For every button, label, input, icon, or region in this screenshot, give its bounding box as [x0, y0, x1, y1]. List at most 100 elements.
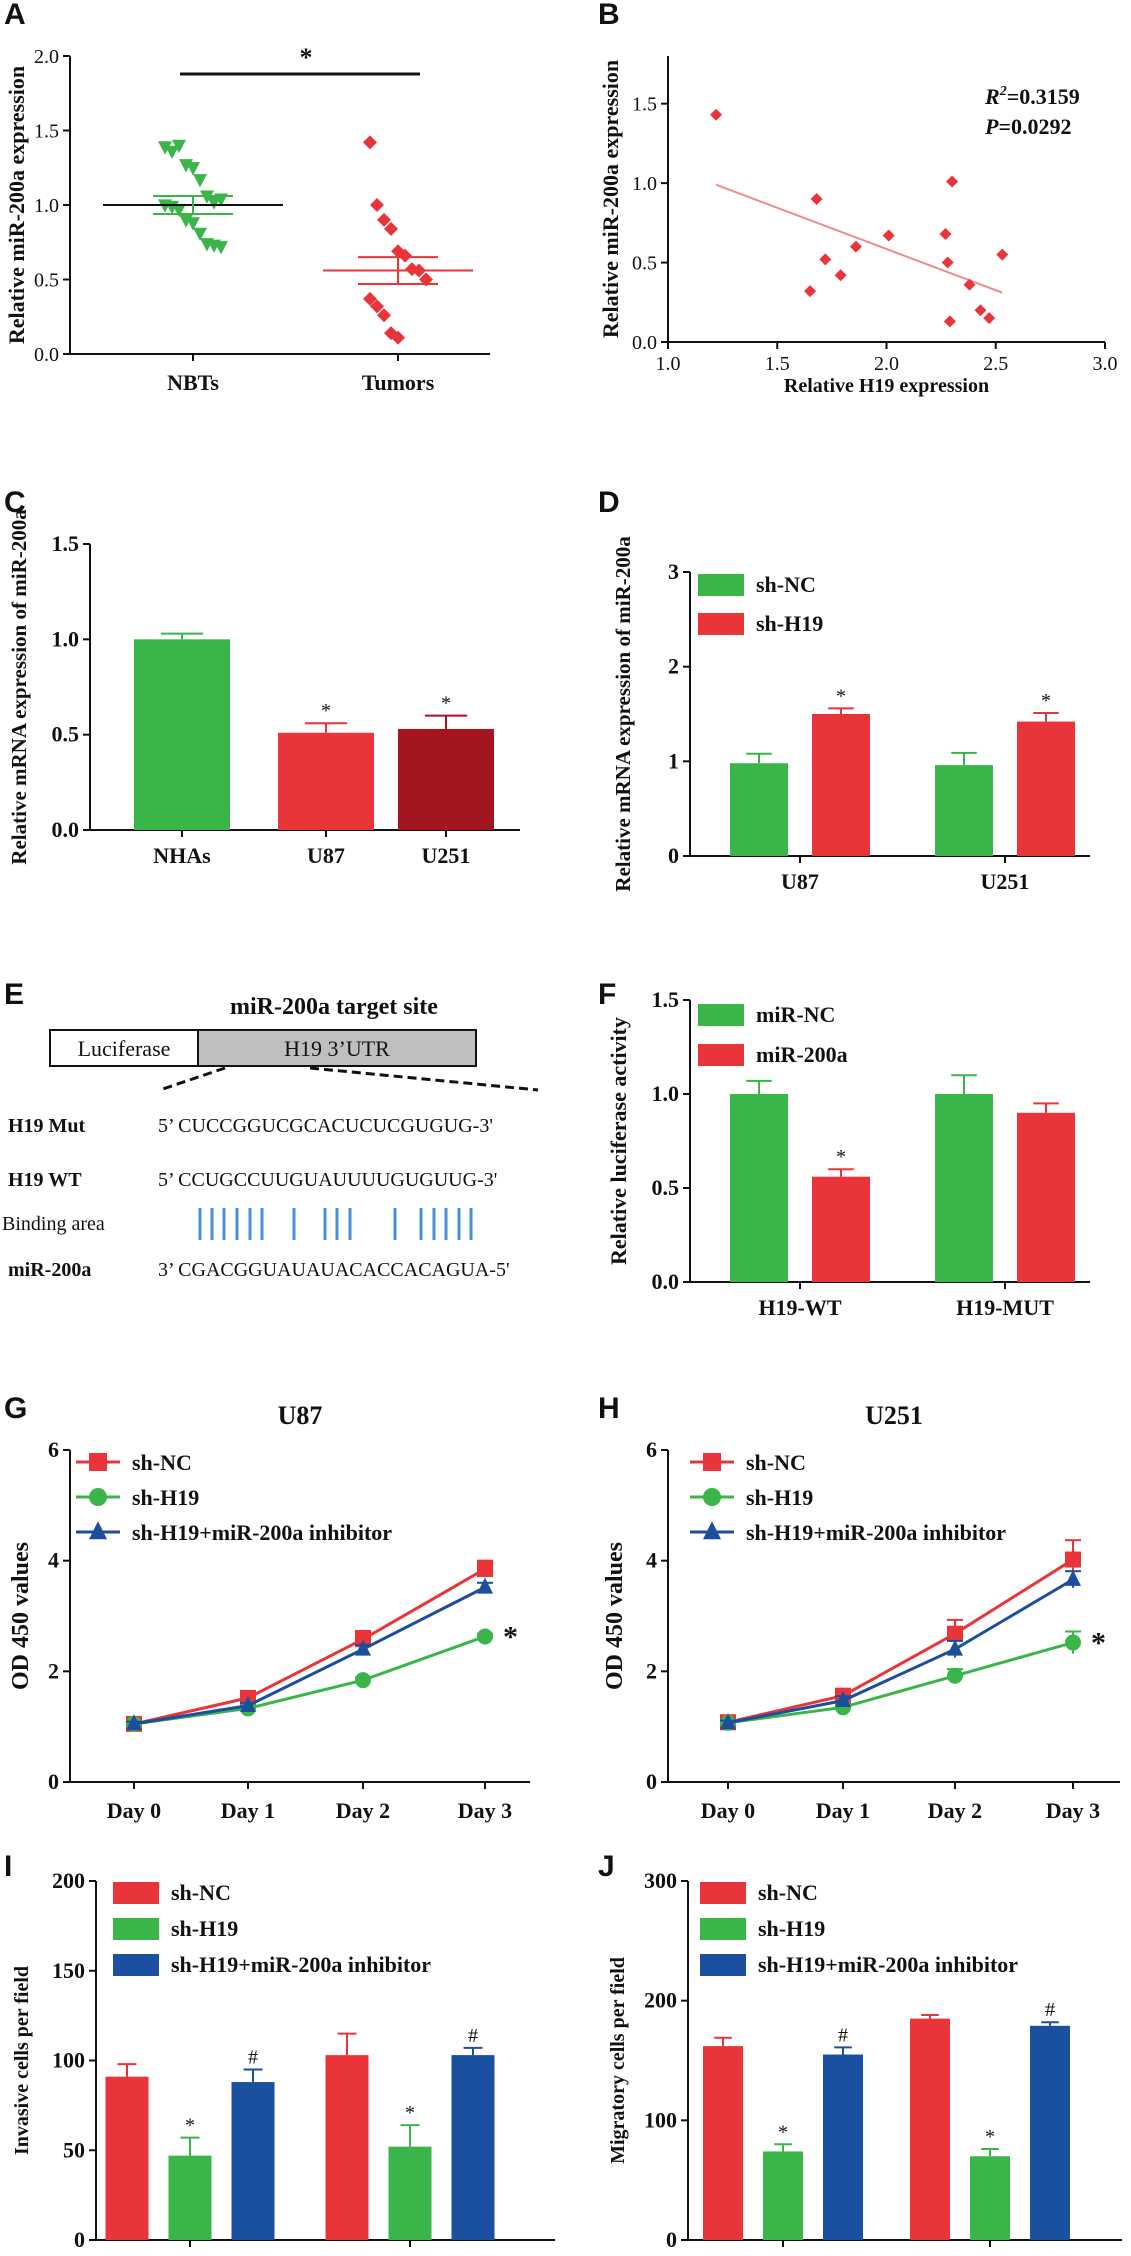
- data-point: [377, 212, 391, 227]
- data-marker: [1065, 1551, 1081, 1568]
- y-tick-label: 0.5: [34, 270, 59, 292]
- x-tick-label: U251: [981, 869, 1030, 894]
- panel-j: J 0 100 200 300 Migratory cells per field * # U8…: [598, 1850, 1122, 2256]
- significance-mark: #: [838, 2024, 848, 2046]
- data-marker: [947, 1625, 963, 1642]
- data-marker: [947, 1639, 963, 1656]
- panel-letter-a: A: [4, 0, 26, 31]
- y-tick-label: 1.5: [34, 121, 59, 143]
- panel-g: G U87 0 2 4 6 OD 450 values Day 0 Day 1 Day 2 Day …: [4, 1392, 530, 1823]
- x-tick-label: Day 0: [107, 1798, 161, 1823]
- data-marker: [720, 1713, 736, 1730]
- target-site-title: miR-200a target site: [230, 994, 438, 1020]
- panel-letter-c: C: [4, 486, 26, 519]
- data-point: [370, 299, 384, 314]
- p-value-label: P=0.0292: [984, 114, 1072, 139]
- error-bar: [828, 707, 854, 714]
- legend-label: sh-H19: [171, 1916, 238, 1941]
- data-point: [983, 312, 996, 325]
- error-bar: [746, 752, 772, 764]
- error-bar: [951, 1074, 977, 1094]
- bar: [703, 2046, 743, 2240]
- error-bar: [160, 632, 204, 640]
- significance-mark: *: [441, 693, 451, 715]
- series-line: [727, 1558, 1074, 1724]
- significance-mark: *: [1041, 690, 1051, 712]
- x-tick-label: 3.0: [1093, 353, 1118, 375]
- legend-swatch: [698, 1004, 744, 1026]
- error-bar: [921, 2014, 939, 2019]
- y-axis-title: Relative miR-200a expression: [598, 60, 623, 338]
- y-tick-label: 0.0: [632, 332, 657, 354]
- zoom-line-left: [159, 1066, 226, 1092]
- data-point: [849, 240, 862, 253]
- panel-h: H U251 0 2 4 6 OD 450 values Day 0 Day 1 Day 2 Day…: [598, 1392, 1120, 1823]
- x-tick-label: Day 3: [458, 1798, 512, 1823]
- legend-swatch: [700, 1954, 746, 1976]
- significance-mark: #: [468, 2025, 478, 2047]
- y-tick-label: 2.0: [34, 46, 59, 68]
- legend-label: sh-NC: [132, 1450, 192, 1475]
- data-marker: [477, 1560, 493, 1577]
- significance-mark: *: [836, 1146, 846, 1168]
- legend-swatch: [700, 1882, 746, 1904]
- panel-letter-b: B: [598, 0, 620, 31]
- legend-marker: [703, 1488, 721, 1506]
- bar: [812, 714, 870, 856]
- chart-title: U87: [278, 1401, 323, 1430]
- data-point: [946, 175, 959, 188]
- y-axis-title: OD 450 values: [602, 1542, 628, 1690]
- y-axis-title: Relative miR-200a expression: [4, 66, 29, 344]
- legend-label: sh-NC: [758, 1880, 818, 1905]
- x-tick-label: NBTs: [167, 370, 219, 395]
- panel-e: E miR-200a target site Luciferase H19 3’…: [2, 978, 539, 1281]
- legend-label: sh-H19+miR-200a inhibitor: [132, 1520, 392, 1545]
- r-squared-label: R2=0.3159: [984, 84, 1080, 109]
- series-line: [727, 1641, 1074, 1725]
- x-tick-label: Day 0: [701, 1798, 755, 1823]
- x-tick-label: NHAs: [153, 843, 211, 868]
- x-tick-label: Day 2: [928, 1798, 982, 1823]
- seq-h19-mut: 5’ CUCCGGUCGCACUCUCGUGUG-3': [158, 1115, 493, 1137]
- y-axis-title: OD 450 values: [8, 1542, 34, 1690]
- bar: [168, 2155, 212, 2240]
- data-point: [377, 308, 391, 323]
- panel-letter-h: H: [598, 1392, 620, 1425]
- y-tick-label: 2: [646, 1658, 657, 1683]
- x-tick-label: Day 1: [816, 1798, 870, 1823]
- panel-b: B 0.0 0.5 1.0 1.5 1.0 1.5 2.0 2.5 3.0 Relative H19…: [598, 0, 1118, 397]
- data-point: [996, 248, 1009, 261]
- data-marker: [947, 1667, 963, 1684]
- error-bar: [1033, 1102, 1059, 1113]
- chart-title: U251: [865, 1401, 923, 1430]
- p-symbol: P: [984, 114, 999, 139]
- panel-c: C 0.0 0.5 1.0 1.5 Relative mRNA expression of…: [4, 486, 520, 868]
- data-marker: [1065, 1634, 1081, 1651]
- data-point: [834, 269, 847, 282]
- x-tick-label: H19-WT: [758, 1295, 841, 1320]
- row-label-h19-wt: H19 WT: [8, 1169, 82, 1191]
- legend-label: sh-H19+miR-200a inhibitor: [746, 1520, 1006, 1545]
- data-marker: [355, 1631, 371, 1648]
- row-label-h19-mut: H19 Mut: [8, 1115, 86, 1137]
- x-tick-label: H19-MUT: [956, 1295, 1054, 1320]
- bar: [730, 1094, 788, 1282]
- panel-i: I 0 50 100 150 200 Invasive cells per field * # U…: [4, 1850, 555, 2256]
- y-tick-label: 2: [668, 654, 679, 679]
- data-point: [200, 190, 214, 204]
- data-marker: [1065, 1569, 1081, 1586]
- error-bar: [304, 722, 348, 733]
- y-tick-label: 100: [644, 2107, 677, 2132]
- legend-label: miR-200a: [756, 1042, 848, 1067]
- legend-label: sh-NC: [171, 1880, 231, 1905]
- bar: [388, 2146, 432, 2240]
- binding-ticks: [198, 1208, 473, 1240]
- bar: [134, 639, 230, 830]
- error-bar: [746, 1079, 772, 1094]
- bar: [105, 2076, 149, 2240]
- y-tick-label: 2: [48, 1658, 59, 1683]
- legend-label: sh-H19+miR-200a inhibitor: [758, 1952, 1018, 1977]
- x-tick-label: U87: [764, 2253, 802, 2256]
- significance-mark: *: [836, 685, 846, 707]
